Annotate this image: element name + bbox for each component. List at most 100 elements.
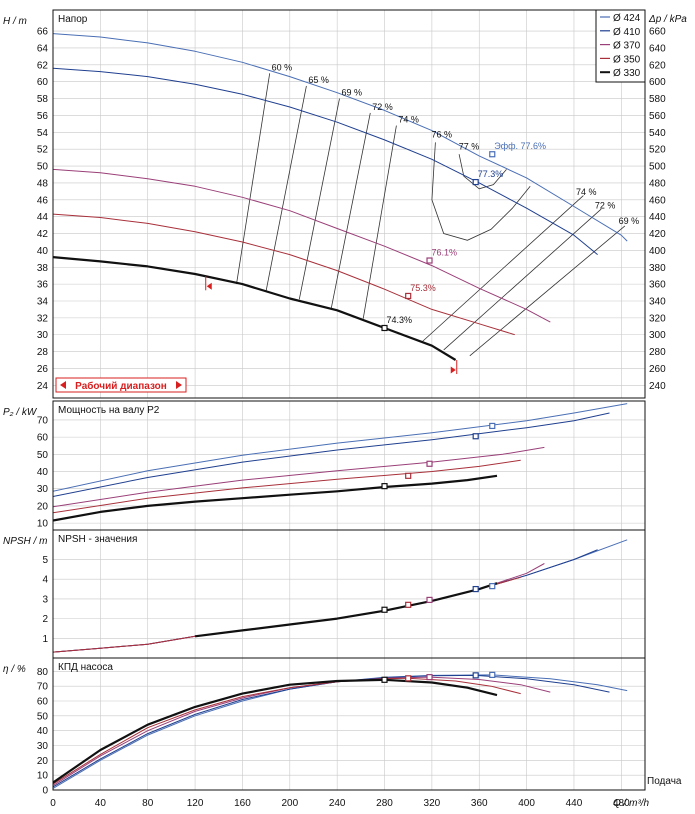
x-axis-label: Q / m³/h xyxy=(613,798,650,809)
efficiency-iso-label: 76 % xyxy=(432,130,453,140)
legend-entry: Ø 330 xyxy=(613,68,641,79)
head-ytick-label: 60 xyxy=(37,77,49,88)
head-panel: 24 26 28 30 32 34 36 38 40 42 44 46 48 50 52 54 56 58 60 62… xyxy=(3,9,687,399)
efficiency-iso-label: 74 % xyxy=(398,115,419,125)
head-ytick-label: 32 xyxy=(37,313,49,324)
npsh-duty-point-marker xyxy=(472,585,479,593)
legend-entry: Ø 350 xyxy=(613,54,641,65)
eff-ytick-label: 30 xyxy=(37,741,49,752)
head-panel-title: Напор xyxy=(58,14,88,25)
x-tick-label: 480 xyxy=(613,798,630,809)
power-ytick-label: 40 xyxy=(37,467,49,478)
head-plot-area xyxy=(53,33,628,361)
legend: Ø 424 Ø 410 Ø 370 Ø 350 Ø 330 xyxy=(595,9,646,83)
npsh-plot-area xyxy=(53,539,628,653)
eff-series-line-370 xyxy=(53,676,551,787)
head-y2tick-label: 380 xyxy=(649,263,666,274)
eff-series-line-424 xyxy=(53,674,628,789)
power-frame xyxy=(52,400,646,531)
head-ytick-label: 38 xyxy=(37,263,49,274)
eff-ytick-label: 40 xyxy=(37,726,49,737)
npsh-ytick-label: 3 xyxy=(42,594,48,605)
eff-ytick-label: 60 xyxy=(37,697,49,708)
head-ytick-label: 44 xyxy=(37,212,49,223)
head-ytick-label: 58 xyxy=(37,94,49,105)
head-y2tick-label: 660 xyxy=(649,27,666,38)
npsh-duty-point-marker xyxy=(381,606,388,613)
efficiency-iso-label: 60 % xyxy=(272,62,293,72)
eff-ytick-label: 80 xyxy=(37,667,49,678)
npsh-ytick-label: 1 xyxy=(42,634,48,645)
power-grid xyxy=(52,401,645,530)
power-y-axis-label: P₂ / kW xyxy=(3,407,38,418)
eff-duty-point-marker xyxy=(381,676,388,683)
efficiency-iso-label: 77 % xyxy=(459,142,480,152)
duty-point-label: 75.3% xyxy=(410,283,436,293)
npsh-ytick-label: 2 xyxy=(42,614,48,625)
eff-grid xyxy=(52,658,645,791)
head-series-line-330 xyxy=(53,256,457,361)
head-ytick-label: 40 xyxy=(37,246,49,257)
efficiency-iso-label: 65 % xyxy=(308,75,329,85)
npsh-panel: 1 2 3 4 5 NPSH - значения NPSH / m xyxy=(3,529,646,659)
legend-box xyxy=(595,9,646,83)
head-ytick-label: 56 xyxy=(37,111,49,122)
head-y2tick-label: 440 xyxy=(649,212,666,223)
eff-duty-point-marker xyxy=(405,675,412,682)
npsh-duty-point-marker xyxy=(426,596,433,604)
npsh-series-line-370 xyxy=(53,563,545,653)
legend-entry: Ø 424 xyxy=(613,13,641,24)
head-frame xyxy=(52,9,646,399)
eff-plot-area xyxy=(53,674,628,789)
npsh-duty-point-marker xyxy=(489,583,496,590)
head-y2tick-label: 420 xyxy=(649,229,666,240)
head-y2tick-label: 360 xyxy=(649,280,666,291)
head-y2-axis-label: Δp / kPa xyxy=(648,14,687,25)
eff-series-line-330 xyxy=(53,678,498,784)
head-ytick-label: 46 xyxy=(37,195,49,206)
power-panel: 10 20 30 40 50 60 70 Мощность на валу P2 P₂ / kW xyxy=(3,400,646,531)
head-y2tick-label: 400 xyxy=(649,246,666,257)
head-duty-point-marker xyxy=(381,324,388,332)
x-tick-label: 120 xyxy=(187,798,204,809)
head-y2tick-label: 300 xyxy=(649,330,666,341)
eff-panel: 0 10 20 30 40 50 60 70 80 КПД насоса η / % xyxy=(3,657,646,797)
head-y2tick-label: 320 xyxy=(649,313,666,324)
npsh-ytick-label: 4 xyxy=(42,575,48,586)
head-y2tick-label: 580 xyxy=(649,94,666,105)
operating-range-arrow xyxy=(206,282,212,290)
eff-ytick-label: 50 xyxy=(37,711,49,722)
duty-point-label: Эфф. 77.6% xyxy=(494,141,546,151)
power-ytick-label: 70 xyxy=(37,415,49,426)
power-series-line-410 xyxy=(53,412,610,497)
x-axis-caption: Подача xyxy=(647,776,682,787)
head-y2tick-label: 460 xyxy=(649,195,666,206)
npsh-series-line-330 xyxy=(194,582,498,638)
efficiency-iso-line xyxy=(443,208,602,351)
efficiency-iso-label: 69 % xyxy=(342,88,363,98)
eff-duty-point-marker xyxy=(489,671,496,679)
duty-point-label: 76.1% xyxy=(432,248,458,258)
head-series-line-424 xyxy=(53,33,628,242)
head-ytick-label: 28 xyxy=(37,347,49,358)
efficiency-iso-label: 74 % xyxy=(576,187,597,197)
head-ytick-label: 24 xyxy=(37,381,49,392)
legend-entry: Ø 410 xyxy=(613,27,641,38)
x-tick-label: 240 xyxy=(329,798,346,809)
x-tick-label: 160 xyxy=(234,798,251,809)
power-plot-area xyxy=(53,403,628,522)
power-duty-point-marker xyxy=(472,433,479,440)
operating-range-left-arrow xyxy=(60,381,66,389)
head-y2tick-label: 520 xyxy=(649,145,666,156)
head-grid xyxy=(52,10,645,398)
power-series-line-370 xyxy=(53,446,545,508)
eff-y-axis-label: η / % xyxy=(3,664,26,675)
eff-panel-title: КПД насоса xyxy=(58,662,113,673)
npsh-y-axis-label: NPSH / m xyxy=(3,536,47,547)
eff-duty-point-marker xyxy=(472,672,479,679)
eff-ytick-label: 10 xyxy=(37,771,49,782)
power-ytick-label: 50 xyxy=(37,450,49,461)
npsh-grid xyxy=(52,530,645,658)
head-y2tick-label: 280 xyxy=(649,347,666,358)
